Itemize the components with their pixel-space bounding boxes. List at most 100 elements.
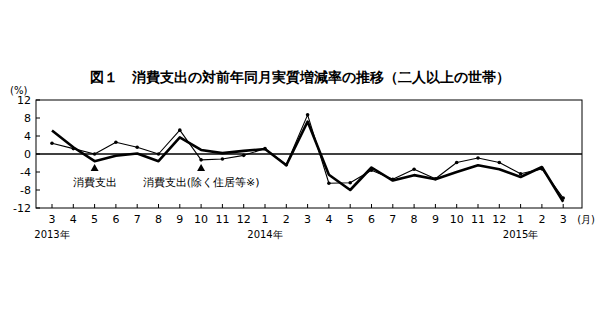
x-tick	[328, 204, 329, 208]
x-tick	[179, 204, 180, 208]
x-tick	[392, 204, 393, 208]
series-marker	[72, 147, 76, 151]
series-marker	[242, 154, 246, 158]
annotation-marker	[91, 164, 99, 171]
y-tick-label: -4	[20, 166, 31, 179]
y-tick	[36, 100, 40, 101]
x-tick-label: 11	[471, 213, 485, 226]
y-tick	[36, 136, 40, 137]
year-label: 2015年	[503, 229, 538, 240]
x-tick-label: 6	[112, 213, 119, 226]
x-tick	[265, 204, 266, 208]
series-marker	[455, 161, 459, 165]
y-tick-label: 12	[17, 94, 31, 107]
x-tick-label: 9	[176, 213, 183, 226]
x-tick	[541, 204, 542, 208]
x-tick-label: 2	[283, 213, 290, 226]
x-tick-label: 3	[49, 213, 56, 226]
series-marker	[391, 177, 395, 181]
plot-area	[50, 113, 565, 202]
x-tick	[414, 204, 415, 208]
x-tick	[520, 204, 521, 208]
x-tick-label: 8	[155, 213, 162, 226]
x-tick	[435, 204, 436, 208]
y-tick	[36, 172, 40, 173]
x-tick-label: 5	[91, 213, 98, 226]
series-label: 消費支出(除く住居等※)	[143, 176, 260, 189]
x-tick-label: 2	[538, 213, 545, 226]
series-marker	[93, 152, 97, 156]
series-marker	[178, 128, 182, 132]
series-marker	[561, 196, 565, 200]
x-tick	[286, 204, 287, 208]
year-label: 2013年	[34, 229, 69, 240]
series-line	[52, 122, 563, 202]
series-marker	[285, 163, 289, 167]
x-tick-label: 3	[304, 213, 311, 226]
x-tick	[563, 204, 564, 208]
series-marker	[476, 156, 480, 160]
x-tick	[158, 204, 159, 208]
x-tick	[371, 204, 372, 208]
series-marker	[519, 172, 523, 176]
x-tick-label: 1	[262, 213, 269, 226]
x-tick-label: 10	[450, 213, 464, 226]
x-tick	[201, 204, 202, 208]
x-tick-label: 4	[325, 213, 332, 226]
series-marker	[263, 147, 267, 151]
x-tick-label: 12	[492, 213, 506, 226]
chart: 図１ 消費支出の対前年同月実質増減率の推移（二人以上の世帯）(%)-12-8-4…	[0, 0, 600, 317]
x-tick-label: 7	[389, 213, 396, 226]
y-tick-label: 4	[24, 130, 31, 143]
x-label: (月)	[577, 214, 595, 225]
y-tick-label: -8	[20, 184, 31, 197]
x-tick	[243, 204, 244, 208]
x-tick	[478, 204, 479, 208]
y-tick-label: -12	[13, 202, 31, 215]
x-tick-label: 8	[411, 213, 418, 226]
x-tick	[137, 204, 138, 208]
x-tick	[499, 204, 500, 208]
series-marker	[370, 168, 374, 172]
x-tick-label: 6	[368, 213, 375, 226]
y-tick-label: 0	[24, 148, 31, 161]
x-tick	[350, 204, 351, 208]
series-line	[52, 115, 563, 198]
title: 図１ 消費支出の対前年同月実質増減率の推移（二人以上の世帯）	[90, 69, 510, 85]
x-tick	[94, 204, 95, 208]
series-marker	[306, 113, 310, 117]
year-label: 2014年	[247, 229, 282, 240]
series-label: 消費支出	[73, 176, 117, 189]
x-tick-label: 11	[215, 213, 229, 226]
series-marker	[327, 181, 331, 185]
series-marker	[114, 141, 118, 145]
series-marker	[540, 167, 544, 171]
series-marker	[434, 177, 438, 181]
series-marker	[348, 181, 352, 185]
y-tick	[36, 118, 40, 119]
x-tick-label: 3	[560, 213, 567, 226]
y-tick-label: 8	[24, 112, 31, 125]
y-tick	[36, 190, 40, 191]
series-marker	[199, 158, 203, 162]
series-marker	[412, 168, 416, 172]
x-tick	[307, 204, 308, 208]
series-marker	[135, 145, 139, 149]
series-marker	[157, 152, 161, 156]
x-tick-label: 9	[432, 213, 439, 226]
series-marker	[221, 157, 225, 161]
series-marker	[50, 141, 54, 145]
x-tick	[73, 204, 74, 208]
plot-frame	[36, 100, 582, 208]
x-tick-label: 4	[70, 213, 77, 226]
annotation-marker	[197, 164, 205, 171]
x-tick	[52, 204, 53, 208]
x-tick-label: 1	[517, 213, 524, 226]
x-tick-label: 10	[194, 213, 208, 226]
x-tick-label: 7	[134, 213, 141, 226]
x-tick	[456, 204, 457, 208]
series-marker	[498, 161, 502, 165]
x-tick-label: 12	[237, 213, 251, 226]
x-tick	[115, 204, 116, 208]
y-tick	[36, 208, 40, 209]
